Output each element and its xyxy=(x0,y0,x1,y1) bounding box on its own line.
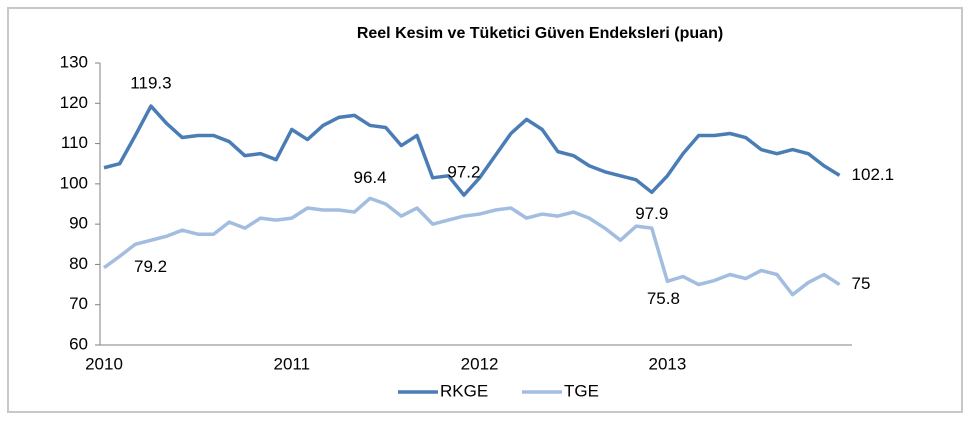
x-tick-label: 2013 xyxy=(648,354,686,373)
chart-title: Reel Kesim ve Tüketici Güven Endeksleri … xyxy=(357,25,723,42)
y-tick-label: 130 xyxy=(60,52,88,71)
y-tick-label: 80 xyxy=(69,254,88,273)
data-label: 79.2 xyxy=(134,257,167,276)
data-label: 102.1 xyxy=(852,165,895,184)
y-tick-label: 120 xyxy=(60,93,88,112)
x-tick-label: 2010 xyxy=(85,354,123,373)
y-tick-label: 100 xyxy=(60,173,88,192)
y-tick-label: 110 xyxy=(61,133,88,152)
data-label: 97.9 xyxy=(635,204,668,223)
x-tick-label: 2012 xyxy=(461,354,499,373)
y-tick-label: 70 xyxy=(69,294,88,313)
data-label: 96.4 xyxy=(354,168,387,187)
series-line xyxy=(103,104,841,197)
legend-label: RKGE xyxy=(440,381,488,400)
y-tick-label: 60 xyxy=(69,334,88,353)
chart-frame xyxy=(7,7,963,413)
data-label: 97.2 xyxy=(447,163,480,182)
y-tick-label: 90 xyxy=(69,214,88,233)
series-line xyxy=(102,196,841,297)
data-label: 75 xyxy=(852,274,871,293)
data-label: 75.8 xyxy=(647,289,680,308)
x-tick-label: 2011 xyxy=(274,354,311,373)
data-label: 119.3 xyxy=(130,74,171,93)
legend-label: TGE xyxy=(564,381,599,400)
